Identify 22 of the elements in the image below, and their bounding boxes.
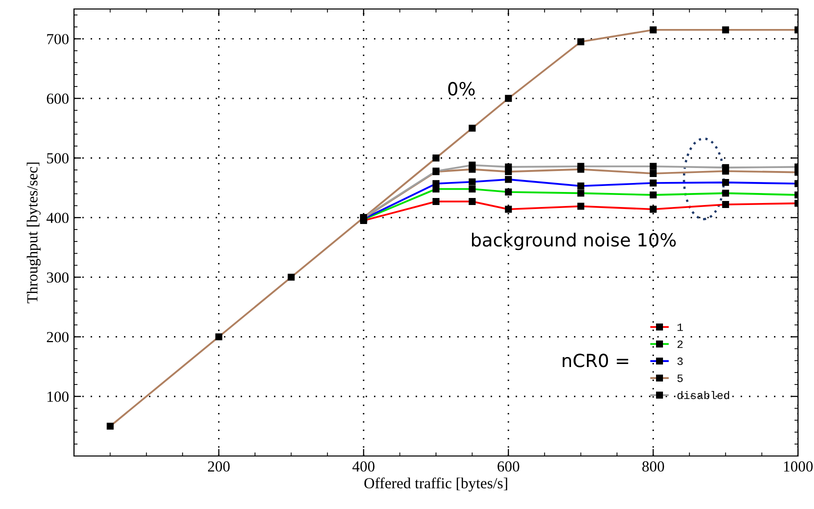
legend-label: 3 — [677, 358, 683, 366]
y-tick-label: 200 — [46, 332, 69, 342]
legend-label: 5 — [677, 374, 683, 382]
legend-title: nCR0 = — [562, 354, 628, 368]
legend-label: disabled — [677, 390, 730, 400]
x-axis-title: Offered traffic [bytes/s] — [364, 477, 508, 492]
annotation: 0% — [448, 82, 475, 96]
annotation: background noise 10% — [472, 232, 676, 250]
x-tick-label: 400 — [352, 461, 374, 472]
y-tick-label: 500 — [47, 153, 69, 164]
y-tick-label: 700 — [47, 34, 69, 44]
y-tick-label: 400 — [46, 212, 69, 224]
y-axis-title: Throughput [bytes/sec] — [26, 162, 41, 304]
x-tick-label: 200 — [208, 461, 230, 472]
legend-label: 2 — [678, 340, 683, 348]
x-tick-label: 800 — [642, 461, 664, 472]
x-tick-label: 600 — [498, 461, 520, 472]
y-tick-label: 600 — [46, 94, 69, 104]
x-tick-label: 1000 — [784, 461, 813, 472]
legend-label: 1 — [678, 324, 683, 331]
y-tick-label: 100 — [48, 392, 69, 402]
y-tick-label: 300 — [46, 272, 69, 283]
